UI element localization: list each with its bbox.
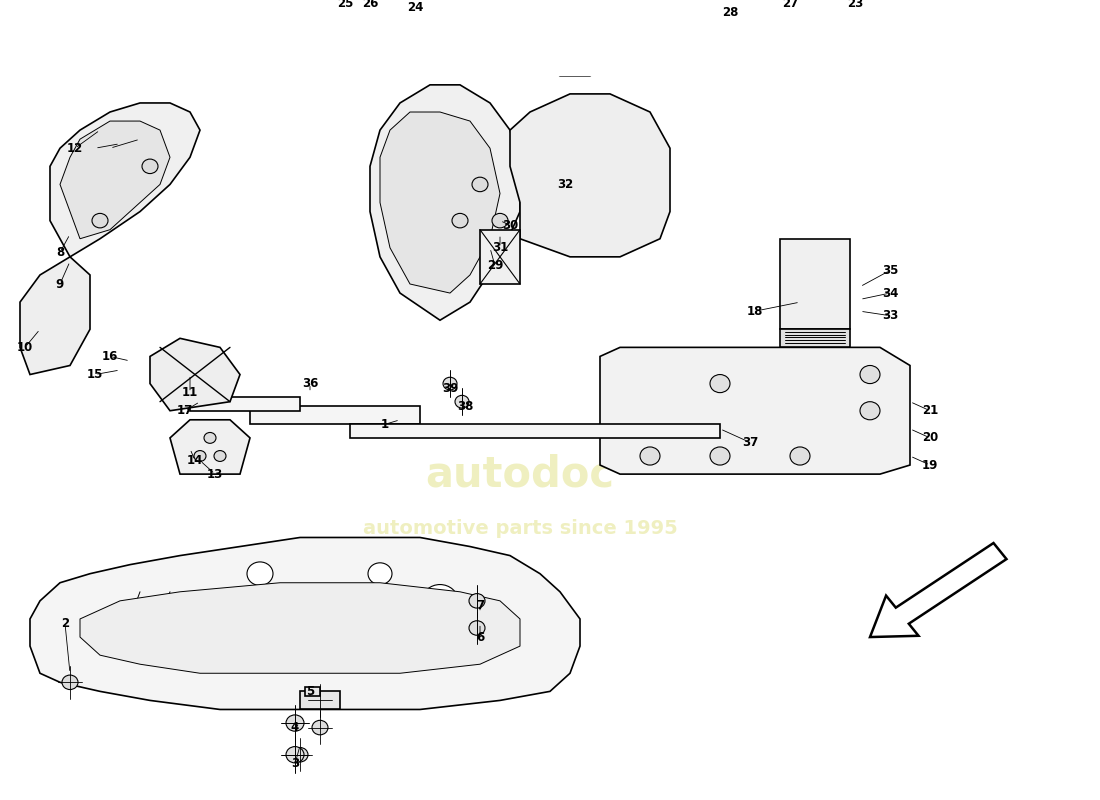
Text: 3: 3 [290,758,299,770]
Circle shape [710,374,730,393]
Text: 36: 36 [301,377,318,390]
Polygon shape [350,424,720,438]
Text: 25: 25 [337,0,353,10]
Text: 4: 4 [290,721,299,734]
Text: 8: 8 [56,246,64,259]
Polygon shape [190,397,300,410]
Text: 33: 33 [882,309,898,322]
Polygon shape [780,238,850,330]
Circle shape [312,693,328,708]
Circle shape [640,447,660,465]
Text: 27: 27 [782,0,799,10]
Text: 37: 37 [741,436,758,449]
Polygon shape [60,121,170,238]
Polygon shape [780,330,850,347]
Polygon shape [20,257,90,374]
Circle shape [710,447,730,465]
Circle shape [214,450,225,462]
Polygon shape [250,406,420,424]
Text: 2: 2 [60,617,69,630]
Polygon shape [480,230,520,284]
Text: 30: 30 [502,218,518,232]
Text: 31: 31 [492,242,508,254]
Text: 5: 5 [306,685,315,698]
Circle shape [92,214,108,228]
FancyArrow shape [870,543,1006,637]
Text: 12: 12 [67,142,84,154]
Polygon shape [490,0,650,76]
Circle shape [315,596,345,623]
Circle shape [443,378,456,390]
Circle shape [472,177,488,192]
Text: 6: 6 [476,630,484,643]
Circle shape [452,214,468,228]
Text: 29: 29 [487,259,503,273]
Polygon shape [80,582,520,674]
Text: 21: 21 [922,404,938,418]
Text: 9: 9 [56,278,64,290]
Circle shape [142,159,158,174]
Circle shape [492,214,508,228]
Text: 18: 18 [747,305,763,318]
Circle shape [204,433,216,443]
Circle shape [292,747,308,762]
Text: 11: 11 [182,386,198,399]
Text: 26: 26 [362,0,378,10]
Circle shape [62,675,78,690]
Polygon shape [300,691,340,710]
Text: 1: 1 [381,418,389,431]
Text: 20: 20 [922,431,938,444]
Polygon shape [305,687,320,696]
Circle shape [368,563,392,585]
Polygon shape [150,338,240,410]
Polygon shape [370,85,520,320]
Polygon shape [510,94,670,257]
Text: 15: 15 [87,368,103,381]
Circle shape [469,621,485,635]
Text: automotive parts since 1995: automotive parts since 1995 [363,519,678,538]
Circle shape [860,402,880,420]
Circle shape [422,585,458,617]
Circle shape [286,746,304,763]
Text: 17: 17 [177,404,194,418]
Text: 39: 39 [442,382,459,394]
Text: 28: 28 [722,6,738,19]
Circle shape [455,395,469,408]
Text: 19: 19 [922,458,938,471]
Circle shape [182,594,218,626]
Text: 22: 22 [372,0,388,1]
Circle shape [286,715,304,731]
Text: 16: 16 [102,350,118,363]
Text: 35: 35 [882,264,899,277]
Polygon shape [600,347,910,474]
Text: 32: 32 [557,178,573,191]
Text: 38: 38 [456,400,473,413]
Circle shape [312,720,328,735]
Polygon shape [379,112,500,293]
Text: 7: 7 [476,599,484,612]
Polygon shape [50,103,200,257]
Polygon shape [30,538,580,710]
Text: 34: 34 [882,286,899,299]
Circle shape [194,450,206,462]
Circle shape [860,366,880,383]
Polygon shape [170,420,250,474]
Text: 14: 14 [187,454,204,467]
Circle shape [469,594,485,608]
Text: 23: 23 [847,0,864,10]
Text: 13: 13 [207,468,223,481]
Circle shape [790,447,810,465]
Text: 24: 24 [407,2,424,14]
Text: 10: 10 [16,341,33,354]
Circle shape [248,562,273,586]
Text: autodoc: autodoc [426,453,615,495]
